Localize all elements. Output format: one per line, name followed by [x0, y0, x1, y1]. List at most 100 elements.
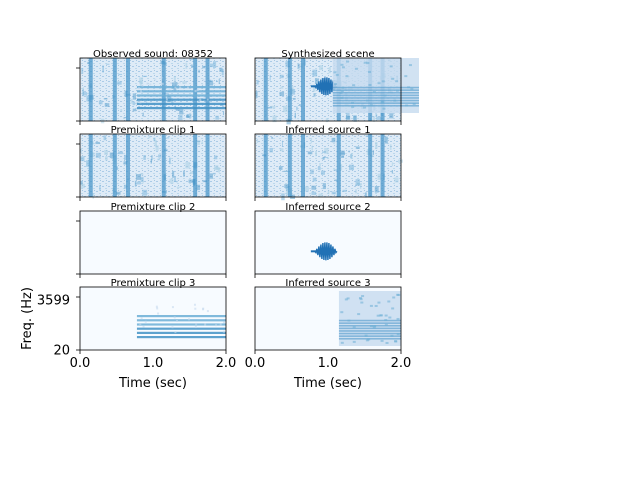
band-speck: [396, 293, 400, 296]
noise-speck: [218, 78, 220, 85]
harmonic-line: [136, 331, 226, 334]
harmonic-line: [136, 107, 226, 110]
panel-8: Inferred source 3: [254, 278, 402, 354]
noise-speck: [158, 154, 162, 158]
band-speck: [368, 70, 372, 73]
transient-stripe: [205, 134, 210, 197]
harmonic-line: [136, 315, 226, 318]
transient-stripe: [300, 58, 305, 121]
noise-speck: [185, 62, 188, 69]
band-speck: [363, 106, 367, 109]
transient-stripe: [88, 134, 93, 197]
noise-speck: [148, 135, 151, 139]
noise-speck: [325, 118, 329, 123]
noise-speck: [285, 186, 290, 191]
panel-title: Inferred source 3: [285, 278, 370, 289]
band-line: [332, 99, 419, 102]
noise-speck: [188, 179, 193, 183]
noise-speck: [269, 147, 273, 153]
noise-speck: [210, 63, 214, 68]
noise-speck: [123, 161, 128, 165]
noise-speck: [342, 189, 347, 192]
noise-speck: [272, 115, 277, 123]
band-speck: [344, 298, 348, 301]
band-line: [338, 322, 401, 324]
band-speck: [335, 73, 339, 76]
band-line: [332, 97, 419, 99]
band-speck: [374, 304, 378, 307]
noise-speck: [299, 104, 301, 106]
noise-speck: [304, 186, 309, 192]
band-speck: [395, 80, 399, 83]
noise-speck: [142, 75, 148, 77]
noise-speck: [377, 173, 381, 180]
harmonic-speck: [196, 88, 199, 91]
noise-speck: [169, 157, 171, 165]
band-speck: [365, 339, 369, 342]
noise-speck: [285, 61, 290, 68]
harmonic-line: [136, 323, 226, 326]
noise-speck: [157, 158, 160, 161]
noise-speck: [328, 67, 331, 74]
band-speck: [394, 340, 398, 343]
noise-speck: [106, 63, 110, 65]
noise-speck: [140, 176, 144, 183]
harmonic-speck: [175, 320, 178, 323]
noise-speck: [95, 141, 100, 145]
noise-speck: [80, 156, 85, 162]
band-speck: [391, 307, 395, 310]
noise-speck: [267, 117, 269, 122]
transient-stripe: [125, 134, 130, 197]
band-speck: [340, 311, 344, 314]
band-speck: [407, 86, 411, 89]
noise-speck: [175, 108, 180, 111]
panel-frame: [254, 133, 402, 198]
harmonic-speck: [141, 84, 144, 87]
harmonic-speck: [195, 322, 198, 325]
panel-background: [255, 211, 401, 274]
noise-speck: [176, 186, 181, 188]
band-speck: [351, 105, 355, 108]
noise-speck: [185, 162, 190, 169]
noise-speck: [135, 174, 141, 180]
noise-speck: [169, 178, 174, 184]
band-speck: [340, 90, 344, 93]
noise-speck: [143, 155, 146, 160]
noise-speck: [320, 170, 325, 175]
noise-speck: [104, 149, 108, 155]
transient-stripe: [88, 58, 93, 121]
noise-speck: [331, 137, 336, 143]
band-speck: [352, 326, 356, 329]
harmonic-speck: [144, 320, 147, 323]
panel-title: Inferred source 2: [285, 202, 370, 213]
noise-speck: [318, 193, 323, 197]
panel-frame: [79, 133, 227, 198]
noise-texture: [255, 134, 401, 197]
band-speck: [408, 64, 412, 67]
noise-speck: [365, 135, 369, 137]
band-speck: [340, 96, 344, 99]
noise-speck: [348, 150, 350, 153]
harmonic-speck: [179, 86, 182, 89]
band-speck: [381, 80, 385, 83]
panel-2: Synthesized scene: [254, 49, 419, 125]
transient-stripe: [336, 134, 341, 197]
noise-speck: [86, 160, 90, 167]
noise-speck: [130, 98, 133, 104]
noise-speck: [281, 140, 284, 147]
harmonic-speck: [204, 323, 207, 326]
noise-speck: [117, 81, 122, 85]
noise-speck: [134, 180, 137, 187]
band-speck: [357, 313, 361, 316]
noise-speck: [269, 74, 271, 81]
noise-speck: [175, 81, 178, 88]
noise-speck: [324, 147, 329, 154]
noise-speck: [80, 149, 82, 153]
noise-speck: [215, 167, 220, 170]
noise-speck: [278, 166, 283, 170]
noise-speck: [385, 136, 388, 144]
noise-speck: [331, 191, 336, 195]
noise-speck: [123, 154, 127, 161]
harmonic-speck: [194, 326, 197, 329]
band-speck: [341, 66, 345, 69]
